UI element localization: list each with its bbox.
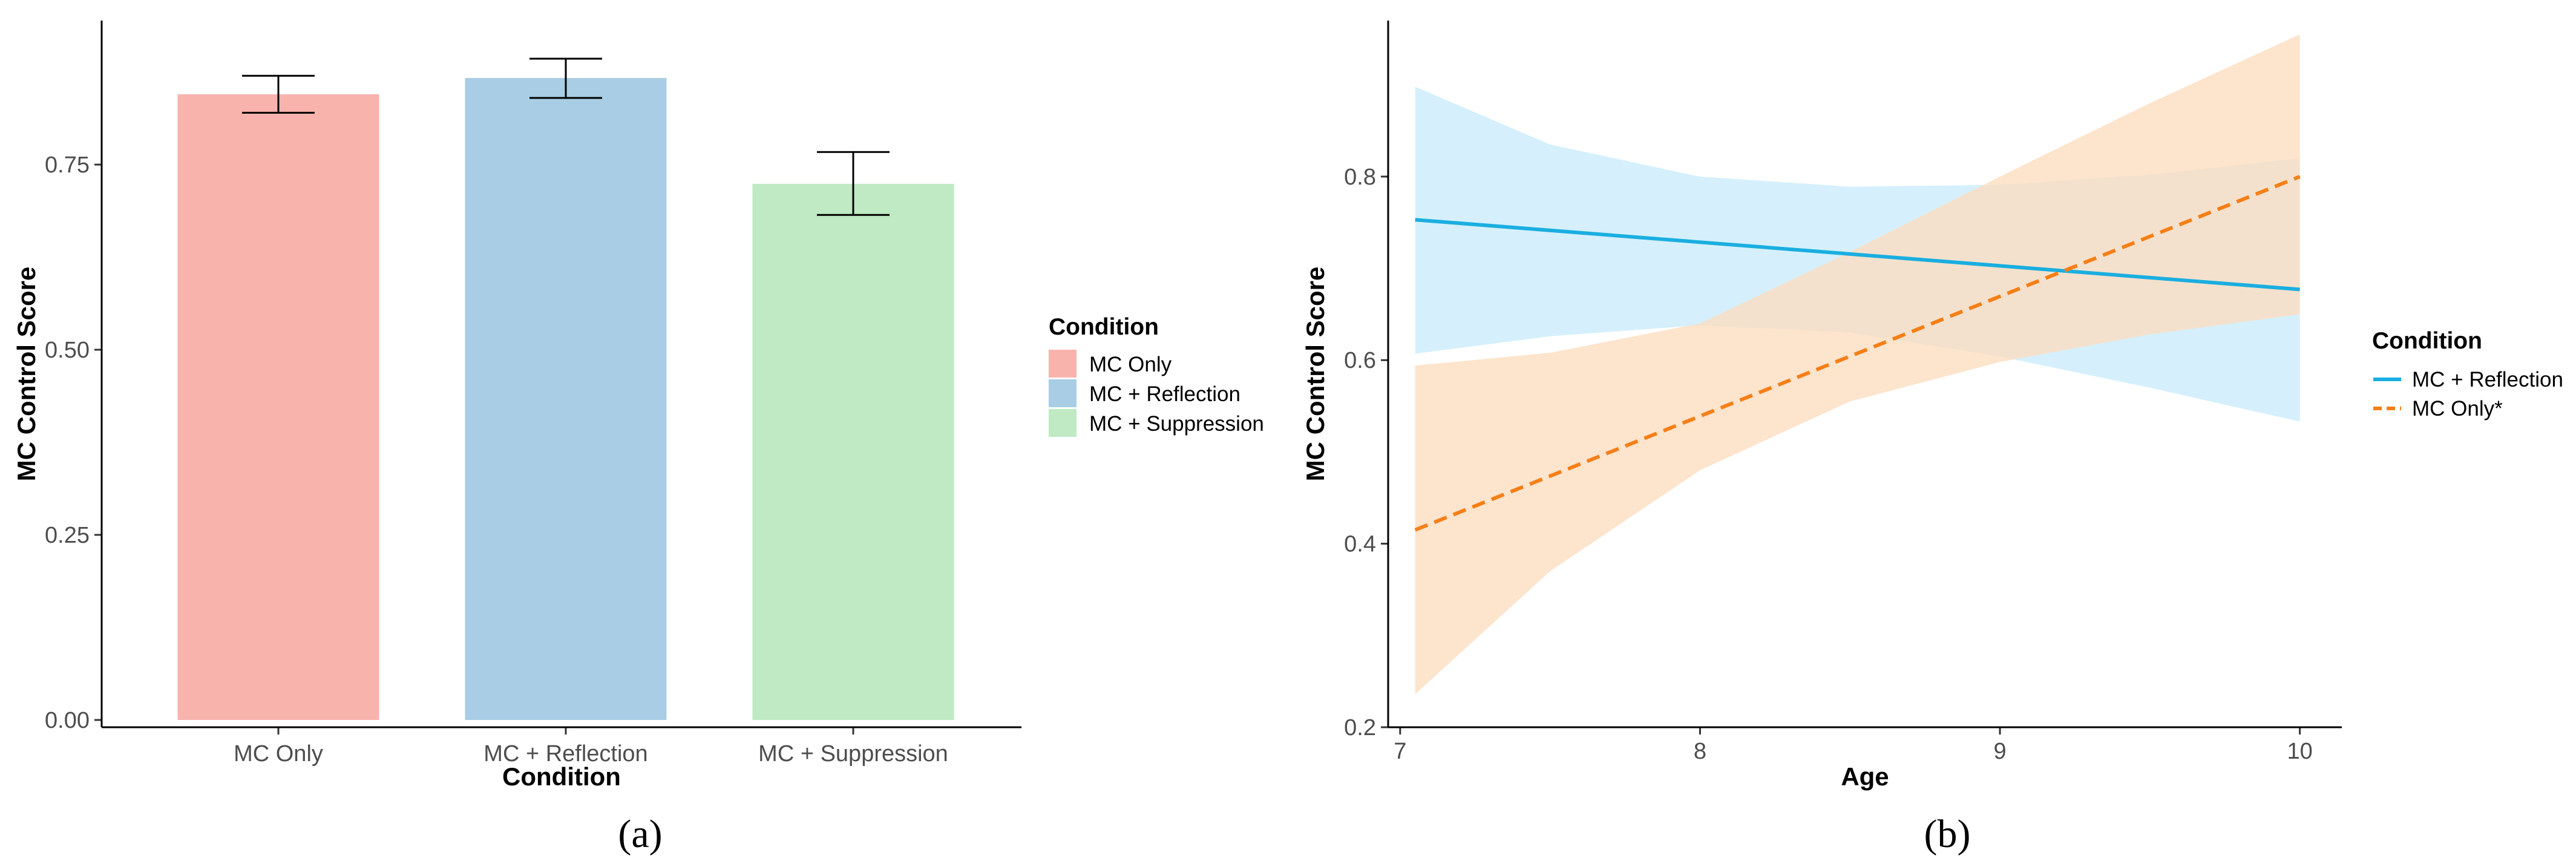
y-tick-label: 0.25 bbox=[45, 523, 90, 548]
x-tick-label: 7 bbox=[1394, 739, 1406, 764]
error-bar-mc-reflection bbox=[529, 57, 602, 99]
confidence-bands-group bbox=[1415, 34, 2300, 695]
panel-a-bar-chart: 0.000.250.500.75 MC Only MC + Reflection M… bbox=[12, 21, 1264, 856]
panel-b-line-chart: 0.20.40.60.8 7 8 9 10 Age MC Control Score … bbox=[1301, 21, 2563, 856]
legend: Condition MC + Reflection MC Only* bbox=[2372, 328, 2563, 420]
y-axis-title: MC Control Score bbox=[12, 267, 41, 482]
x-tick-label: 8 bbox=[1694, 739, 1706, 764]
y-tick-label: 0.2 bbox=[1344, 715, 1376, 741]
legend-label-mc-reflection: MC + Reflection bbox=[1089, 382, 1240, 406]
legend-title: Condition bbox=[1049, 314, 1159, 340]
fit-line-mc-reflection bbox=[1415, 218, 2300, 292]
y-tick-label: 0.00 bbox=[45, 708, 90, 733]
error-bars-group bbox=[242, 57, 890, 216]
bar-mc-reflection bbox=[465, 77, 667, 720]
x-tick-label-mc-suppression: MC + Suppression bbox=[758, 741, 948, 767]
ci-band-mc-only bbox=[1415, 34, 2300, 695]
panel-label-a: (a) bbox=[618, 812, 662, 856]
x-axis-ticks: 7 8 9 10 bbox=[1394, 727, 2313, 764]
legend-key-mc-only bbox=[1049, 350, 1077, 378]
y-axis-ticks: 0.2 0.4 0.6 0.8 bbox=[1344, 165, 1388, 741]
legend: Condition MC Only MC + Reflection MC + S… bbox=[1049, 314, 1264, 437]
legend-key-mc-reflection bbox=[1049, 379, 1077, 407]
error-bar-mc-suppression bbox=[817, 151, 890, 216]
x-axis-ticks: MC Only MC + Reflection MC + Suppression bbox=[234, 727, 948, 767]
panel-label-b: (b) bbox=[1924, 812, 1971, 856]
x-tick-label-mc-reflection: MC + Reflection bbox=[483, 741, 647, 767]
x-tick-label: 9 bbox=[1993, 739, 2006, 764]
y-tick-label: 0.50 bbox=[45, 338, 90, 363]
x-tick-label-mc-only: MC Only bbox=[234, 741, 323, 767]
y-tick-label: 0.4 bbox=[1344, 532, 1376, 557]
bar-mc-suppression bbox=[752, 183, 954, 720]
legend-label-mc-only: MC Only bbox=[1089, 353, 1172, 376]
legend-label-mc-suppression: MC + Suppression bbox=[1089, 412, 1264, 436]
y-tick-label: 0.8 bbox=[1344, 165, 1376, 190]
error-bar-mc-only bbox=[242, 74, 315, 114]
x-tick-label: 10 bbox=[2287, 739, 2312, 764]
legend-label-mc-only: MC Only* bbox=[2412, 397, 2503, 420]
x-axis-title: Age bbox=[1841, 762, 1889, 791]
y-tick-label: 0.6 bbox=[1344, 348, 1376, 373]
fit-line-mc-only bbox=[1414, 175, 2301, 532]
legend-key-mc-suppression bbox=[1049, 409, 1077, 437]
bars-group bbox=[177, 77, 954, 721]
bar-mc-only bbox=[177, 94, 379, 721]
y-tick-label: 0.75 bbox=[45, 152, 90, 178]
legend-title: Condition bbox=[2372, 328, 2482, 354]
y-axis-title: MC Control Score bbox=[1301, 267, 1329, 482]
x-axis-title: Condition bbox=[502, 762, 621, 791]
y-axis-ticks: 0.00 0.25 0.50 0.75 bbox=[45, 152, 102, 733]
legend-label-mc-reflection: MC + Reflection bbox=[2412, 368, 2563, 391]
fit-lines-group bbox=[1414, 175, 2301, 532]
